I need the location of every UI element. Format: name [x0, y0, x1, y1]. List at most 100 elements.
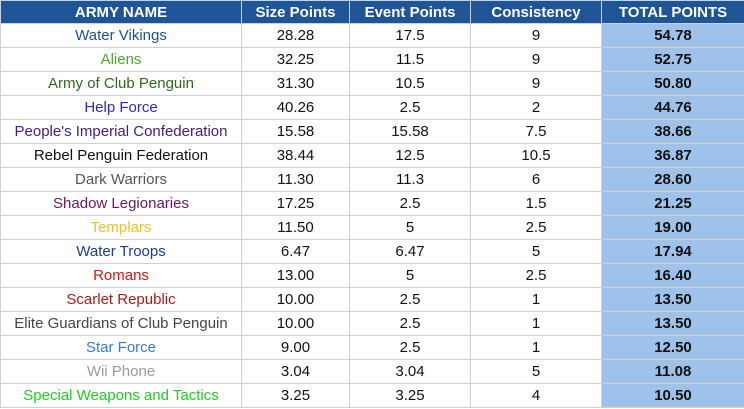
total-points-cell: 12.50	[601, 335, 744, 360]
total-points-cell: 17.94	[601, 239, 744, 264]
consistency-cell: 1	[470, 287, 602, 312]
size-points-cell: 3.04	[241, 359, 350, 384]
army-name-cell: Shadow Legionaries	[0, 191, 242, 216]
total-points-cell: 36.87	[601, 143, 744, 168]
size-points-cell: 31.30	[241, 71, 350, 96]
army-name-cell: Templars	[0, 215, 242, 240]
size-points-cell: 28.28	[241, 23, 350, 48]
army-name-cell: Scarlet Republic	[0, 287, 242, 312]
army-name-cell: Star Force	[0, 335, 242, 360]
event-points-cell: 11.3	[349, 167, 471, 192]
consistency-cell: 9	[470, 23, 602, 48]
size-points-cell: 32.25	[241, 47, 350, 72]
army-name-cell: Rebel Penguin Federation	[0, 143, 242, 168]
army-name-cell: Special Weapons and Tactics	[0, 383, 242, 408]
header-consistency: Consistency	[470, 0, 602, 24]
consistency-cell: 10.5	[470, 143, 602, 168]
army-name-cell: People's Imperial Confederation	[0, 119, 242, 144]
consistency-cell: 9	[470, 47, 602, 72]
army-name-cell: Army of Club Penguin	[0, 71, 242, 96]
consistency-cell: 2	[470, 95, 602, 120]
total-points-cell: 11.08	[601, 359, 744, 384]
table-row: Help Force 40.26 2.5 2 44.76	[0, 95, 744, 120]
event-points-cell: 11.5	[349, 47, 471, 72]
army-name-cell: Water Troops	[0, 239, 242, 264]
table-row: Aliens 32.25 11.5 9 52.75	[0, 47, 744, 72]
total-points-cell: 28.60	[601, 167, 744, 192]
event-points-cell: 15.58	[349, 119, 471, 144]
size-points-cell: 11.30	[241, 167, 350, 192]
size-points-cell: 10.00	[241, 311, 350, 336]
event-points-cell: 3.04	[349, 359, 471, 384]
event-points-cell: 2.5	[349, 311, 471, 336]
event-points-cell: 5	[349, 263, 471, 288]
army-name-cell: Aliens	[0, 47, 242, 72]
table-row: Shadow Legionaries 17.25 2.5 1.5 21.25	[0, 191, 744, 216]
total-points-cell: 52.75	[601, 47, 744, 72]
total-points-cell: 13.50	[601, 311, 744, 336]
size-points-cell: 17.25	[241, 191, 350, 216]
size-points-cell: 15.58	[241, 119, 350, 144]
header-army-name: ARMY NAME	[0, 0, 242, 24]
size-points-cell: 38.44	[241, 143, 350, 168]
army-name-cell: Elite Guardians of Club Penguin	[0, 311, 242, 336]
total-points-cell: 54.78	[601, 23, 744, 48]
header-size-points: Size Points	[241, 0, 350, 24]
total-points-cell: 38.66	[601, 119, 744, 144]
table-row: Water Troops 6.47 6.47 5 17.94	[0, 239, 744, 264]
consistency-cell: 2.5	[470, 263, 602, 288]
total-points-cell: 44.76	[601, 95, 744, 120]
event-points-cell: 3.25	[349, 383, 471, 408]
table-row: Templars 11.50 5 2.5 19.00	[0, 215, 744, 240]
header-event-points: Event Points	[349, 0, 471, 24]
consistency-cell: 4	[470, 383, 602, 408]
total-points-cell: 50.80	[601, 71, 744, 96]
consistency-cell: 1	[470, 311, 602, 336]
table-body: Water Vikings 28.28 17.5 9 54.78 Aliens 32.25 1…	[0, 23, 744, 408]
consistency-cell: 1.5	[470, 191, 602, 216]
table-row: Special Weapons and Tactics 3.25 3.25 4 10.5…	[0, 383, 744, 408]
header-total-points: TOTAL POINTS	[601, 0, 744, 24]
size-points-cell: 13.00	[241, 263, 350, 288]
total-points-cell: 16.40	[601, 263, 744, 288]
consistency-cell: 6	[470, 167, 602, 192]
event-points-cell: 2.5	[349, 287, 471, 312]
event-points-cell: 2.5	[349, 95, 471, 120]
total-points-cell: 10.50	[601, 383, 744, 408]
total-points-cell: 19.00	[601, 215, 744, 240]
size-points-cell: 9.00	[241, 335, 350, 360]
consistency-cell: 2.5	[470, 215, 602, 240]
consistency-cell: 1	[470, 335, 602, 360]
event-points-cell: 17.5	[349, 23, 471, 48]
event-points-cell: 6.47	[349, 239, 471, 264]
event-points-cell: 5	[349, 215, 471, 240]
army-name-cell: Help Force	[0, 95, 242, 120]
size-points-cell: 11.50	[241, 215, 350, 240]
consistency-cell: 7.5	[470, 119, 602, 144]
table-row: Water Vikings 28.28 17.5 9 54.78	[0, 23, 744, 48]
table-row: Dark Warriors 11.30 11.3 6 28.60	[0, 167, 744, 192]
size-points-cell: 40.26	[241, 95, 350, 120]
table-row: Scarlet Republic 10.00 2.5 1 13.50	[0, 287, 744, 312]
consistency-cell: 5	[470, 359, 602, 384]
army-name-cell: Wii Phone	[0, 359, 242, 384]
table-row: Rebel Penguin Federation 38.44 12.5 10.5 36.…	[0, 143, 744, 168]
consistency-cell: 5	[470, 239, 602, 264]
event-points-cell: 2.5	[349, 191, 471, 216]
table-row: Star Force 9.00 2.5 1 12.50	[0, 335, 744, 360]
army-name-cell: Water Vikings	[0, 23, 242, 48]
event-points-cell: 10.5	[349, 71, 471, 96]
table-row: Wii Phone 3.04 3.04 5 11.08	[0, 359, 744, 384]
table-row: Army of Club Penguin 31.30 10.5 9 50.80	[0, 71, 744, 96]
table-row: Elite Guardians of Club Penguin 10.00 2.5 1…	[0, 311, 744, 336]
size-points-cell: 6.47	[241, 239, 350, 264]
event-points-cell: 2.5	[349, 335, 471, 360]
army-name-cell: Dark Warriors	[0, 167, 242, 192]
total-points-cell: 21.25	[601, 191, 744, 216]
consistency-cell: 9	[470, 71, 602, 96]
header-row: ARMY NAME Size Points Event Points Consi…	[0, 0, 744, 24]
event-points-cell: 12.5	[349, 143, 471, 168]
army-name-cell: Romans	[0, 263, 242, 288]
size-points-cell: 3.25	[241, 383, 350, 408]
